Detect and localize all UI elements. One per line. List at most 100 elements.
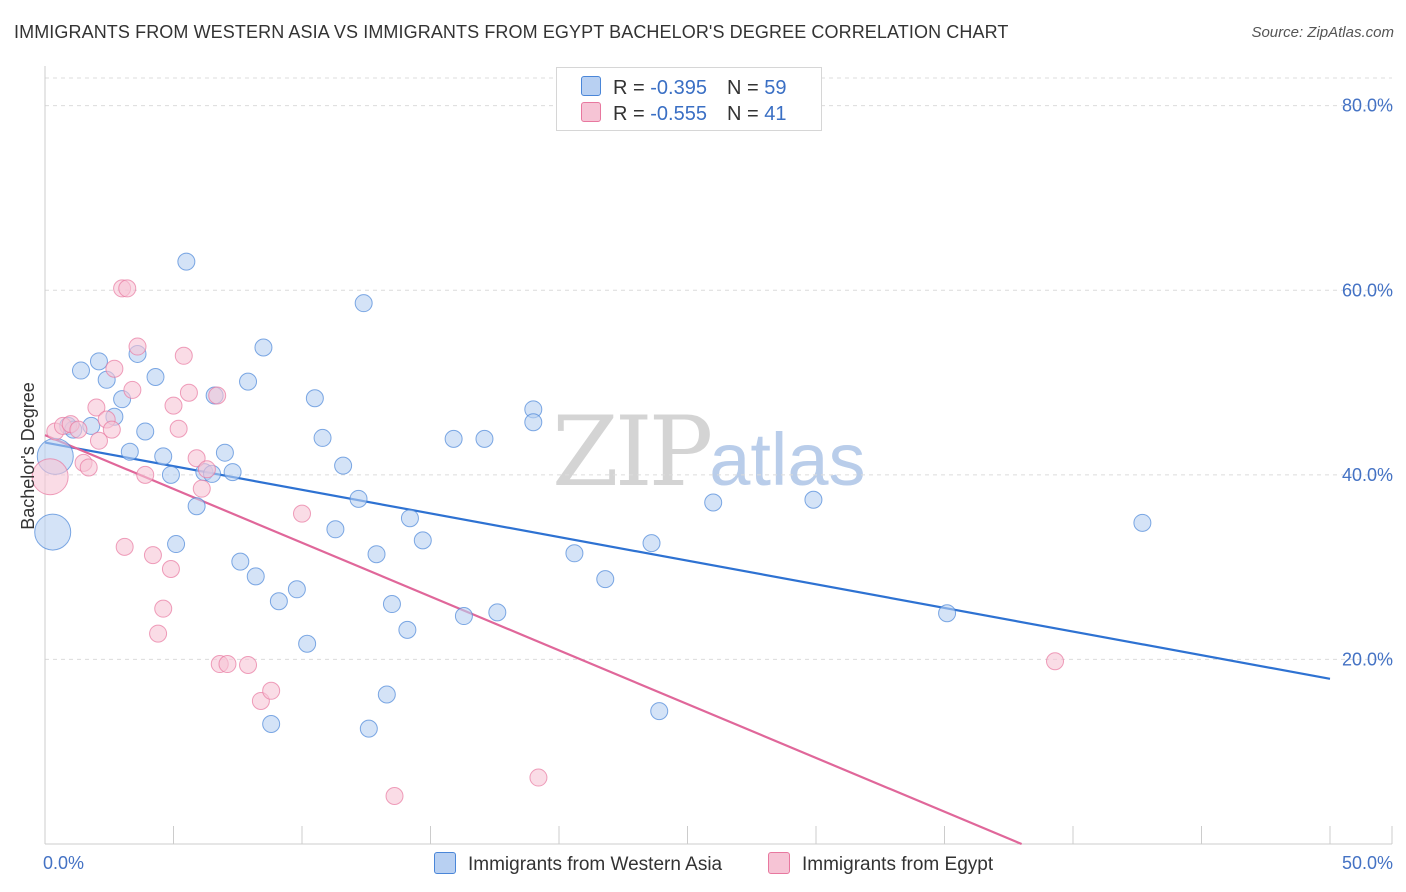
point-western-asia [938,604,957,623]
axes [44,66,1393,845]
point-western-asia [177,252,196,271]
point-egypt [69,420,88,439]
legend-row-western-asia: R = -0.395 N = 59 [581,76,786,100]
watermark: ZIPatlas [552,396,866,508]
point-western-asia [642,534,661,553]
x-tick-label: 0.0% [43,853,84,873]
point-western-asia [287,580,306,599]
point-egypt [136,465,155,484]
point-western-asia [398,620,417,639]
legend-label-western-asia: Immigrants from Western Asia [468,854,723,875]
point-western-asia [154,447,173,466]
point-western-asia [367,545,386,564]
point-egypt [187,449,206,468]
point-western-asia [334,456,353,475]
point-egypt [529,768,548,787]
point-western-asia [187,497,206,516]
point-western-asia [120,442,139,461]
legend-item-egypt: Immigrants from Egypt [768,852,993,876]
point-western-asia [298,634,317,653]
point-egypt [128,337,147,356]
point-western-asia [524,413,543,432]
chart-title: IMMIGRANTS FROM WESTERN ASIA VS IMMIGRAN… [14,22,1009,42]
point-egypt [179,383,198,402]
point-western-asia [239,372,258,391]
point-western-asia [704,493,723,512]
point-western-asia [262,715,281,734]
point-egypt [262,681,281,700]
point-western-asia [454,607,473,626]
legend-n-label: N = [726,77,765,99]
point-western-asia [596,570,615,589]
legend-label-egypt: Immigrants from Egypt [802,854,994,875]
legend-r-label: R = [613,77,651,99]
legend-r-value: -0.555 [650,103,707,125]
point-egypt [1046,652,1065,671]
y-tick-label: 80.0% [1342,96,1393,116]
legend-swatch-blue [581,76,601,96]
point-western-asia [444,429,463,448]
point-western-asia [246,567,265,586]
legend-swatch-pink [581,102,601,122]
point-western-asia [349,489,368,508]
point-western-asia [565,544,584,563]
y-axis-label: Bachelor's Degree [18,382,38,530]
legend-swatch-blue [434,852,456,874]
point-egypt [79,458,98,477]
legend-n-value: 59 [764,77,787,99]
point-western-asia [223,463,242,482]
legend-n-value: 41 [764,103,787,125]
point-western-asia [650,702,669,721]
point-egypt [161,559,180,578]
point-egypt [192,479,211,498]
source-label: Source: ZipAtlas.com [1251,24,1394,41]
point-western-asia [382,595,401,614]
point-egypt [89,431,108,450]
point-western-asia [161,465,180,484]
point-egypt [218,655,237,674]
data-points [31,252,1152,806]
point-egypt [149,624,168,643]
point-egypt [164,396,183,415]
point-western-asia [313,428,332,447]
point-western-asia [89,352,108,371]
point-western-asia [254,338,273,357]
x-tick-label: 50.0% [1342,853,1393,873]
trend-line-egypt [44,434,1023,846]
trend-lines [44,434,1331,846]
point-egypt [105,359,124,378]
point-western-asia [475,429,494,448]
correlation-legend: R = -0.395 N = 59 R = -0.555 N = 41 [556,67,822,131]
point-western-asia [400,509,419,528]
point-western-asia [359,719,378,738]
point-western-asia [804,490,823,509]
point-western-asia [377,685,396,704]
watermark-zip: ZIP [552,396,713,508]
point-egypt [123,380,142,399]
y-tick-label: 20.0% [1342,649,1393,669]
point-egypt [208,386,227,405]
point-western-asia [269,592,288,611]
point-western-asia [326,520,345,539]
legend-r-label: R = [613,103,651,125]
point-egypt [143,546,162,565]
y-tick-label: 60.0% [1342,280,1393,300]
legend-n-label: N = [726,103,765,125]
legend-item-western-asia: Immigrants from Western Asia [434,852,722,876]
point-western-asia [215,443,234,462]
point-western-asia [71,361,90,380]
y-tick-label: 40.0% [1342,465,1393,485]
point-western-asia [488,603,507,622]
trend-line-western-asia [44,441,1331,680]
point-western-asia [167,535,186,554]
point-egypt [169,419,188,438]
point-egypt [174,346,193,365]
legend-r-value: -0.395 [650,77,707,99]
series-egypt-points [31,279,1065,806]
point-western-asia [1133,513,1152,532]
point-egypt [293,504,311,523]
gridlines [45,77,1392,660]
point-western-asia [413,531,432,550]
point-western-asia [136,422,155,441]
